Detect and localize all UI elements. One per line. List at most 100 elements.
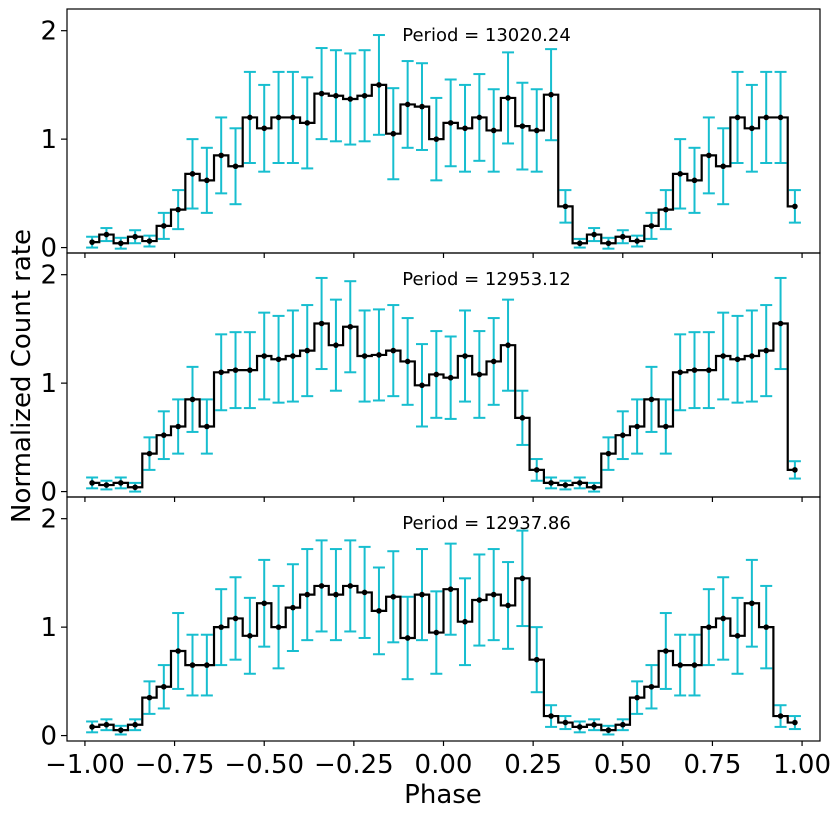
data-point xyxy=(720,615,726,622)
data-point xyxy=(103,482,110,488)
data-point xyxy=(476,114,483,121)
data-point xyxy=(619,432,626,438)
data-point xyxy=(677,171,683,177)
panel-title: Period = 12953.12 xyxy=(402,269,571,290)
data-point xyxy=(404,101,411,108)
data-point xyxy=(189,396,196,403)
data-point xyxy=(189,662,196,668)
data-point xyxy=(490,591,497,598)
data-point xyxy=(634,238,640,244)
data-point xyxy=(304,120,311,126)
data-point xyxy=(548,480,554,486)
data-point xyxy=(204,423,210,430)
data-point xyxy=(576,480,583,486)
data-point xyxy=(749,353,755,359)
y-tick-label: 0 xyxy=(40,722,57,752)
data-point xyxy=(361,353,368,359)
y-tick-label: 1 xyxy=(40,125,57,155)
data-point xyxy=(419,382,425,389)
data-point xyxy=(290,114,296,121)
data-point xyxy=(792,467,798,473)
data-point xyxy=(591,721,597,728)
data-point xyxy=(247,633,253,639)
data-point xyxy=(333,591,339,598)
data-point xyxy=(189,171,196,177)
data-point xyxy=(117,480,124,486)
data-point xyxy=(103,721,110,728)
data-point xyxy=(447,586,454,592)
data-point xyxy=(232,163,239,170)
data-point xyxy=(476,371,483,378)
data-point xyxy=(519,123,526,129)
data-point xyxy=(763,624,770,630)
y-tick-label: 0 xyxy=(40,234,57,264)
data-point xyxy=(275,624,282,630)
data-point xyxy=(447,374,454,381)
data-point xyxy=(763,114,770,121)
data-point xyxy=(505,602,511,609)
data-point xyxy=(648,396,655,403)
y-tick-label: 2 xyxy=(40,261,57,291)
data-point xyxy=(548,91,554,98)
data-point xyxy=(576,240,583,247)
step-line xyxy=(92,83,795,245)
data-point xyxy=(404,358,411,365)
data-point xyxy=(318,90,325,97)
data-point xyxy=(404,635,411,641)
data-point xyxy=(562,203,569,210)
data-point xyxy=(505,342,511,348)
data-point xyxy=(376,82,382,88)
data-point xyxy=(777,114,784,121)
data-point xyxy=(275,356,282,363)
data-point xyxy=(347,96,354,102)
data-point xyxy=(562,482,569,488)
panel-2: 0 1 2 Period = 12953.12 xyxy=(40,252,821,508)
data-point xyxy=(218,152,224,159)
panel-1: 0 1 2 Period = 13020.24 xyxy=(40,8,821,264)
data-point xyxy=(175,206,181,213)
data-point xyxy=(161,223,167,229)
data-point xyxy=(706,624,712,630)
data-point xyxy=(720,163,726,170)
data-point xyxy=(218,624,224,630)
data-point xyxy=(706,367,712,373)
data-point xyxy=(89,239,95,245)
data-point xyxy=(634,423,640,430)
data-point xyxy=(161,432,167,438)
data-point xyxy=(175,423,181,430)
panel-frame xyxy=(66,496,821,742)
data-point xyxy=(447,120,454,126)
data-point xyxy=(548,713,554,719)
y-tick-label: 0 xyxy=(40,478,57,508)
data-point xyxy=(763,347,770,354)
data-point xyxy=(347,323,354,330)
data-point xyxy=(691,662,698,668)
data-point xyxy=(663,423,669,430)
x-tick-label: 1.00 xyxy=(773,750,831,780)
data-point xyxy=(103,231,110,238)
data-point xyxy=(505,95,511,101)
data-point xyxy=(533,127,540,134)
x-tick-label: 0.25 xyxy=(504,750,562,780)
data-point xyxy=(347,583,354,589)
data-point xyxy=(89,480,95,486)
data-point xyxy=(476,597,483,603)
data-point xyxy=(361,92,368,99)
x-tick-label: −1.00 xyxy=(45,750,125,780)
data-point xyxy=(175,648,181,654)
data-point xyxy=(734,633,741,639)
data-point xyxy=(232,367,239,373)
data-point xyxy=(419,103,425,110)
x-tick-label: −0.25 xyxy=(314,750,394,780)
data-point xyxy=(433,371,440,378)
panel-3: 0 1 2 Period = 12937.86 xyxy=(40,496,821,752)
data-point xyxy=(132,721,138,728)
data-point xyxy=(261,125,268,132)
data-point xyxy=(490,127,497,134)
x-tick-label: 0.75 xyxy=(683,750,741,780)
data-point xyxy=(605,727,612,733)
data-point xyxy=(290,604,296,611)
data-point xyxy=(390,130,397,137)
data-point xyxy=(333,342,339,348)
